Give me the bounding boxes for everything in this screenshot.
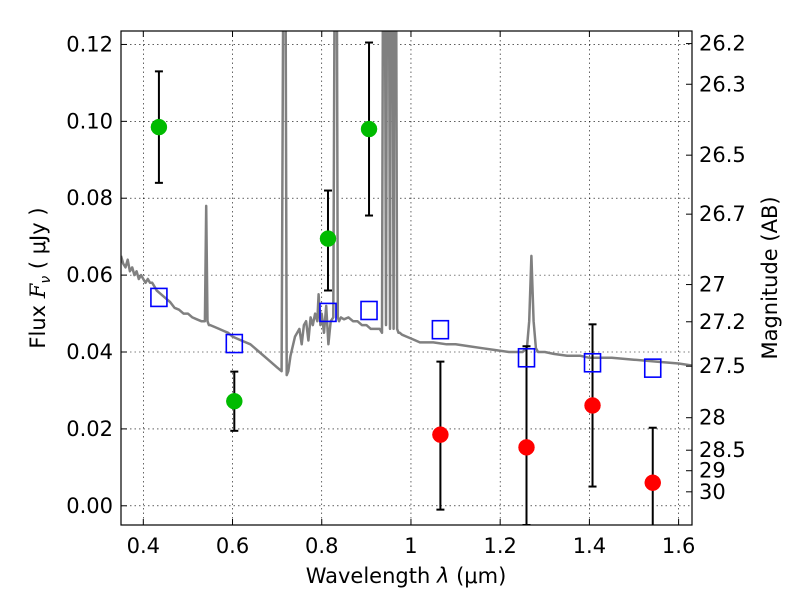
plot-area <box>121 31 692 525</box>
magnitude-tick-label: 30 <box>699 480 726 504</box>
y-tick-label: 0.08 <box>66 186 113 210</box>
magnitude-tick-label: 26.7 <box>699 202 746 226</box>
x-tick-label: 1.2 <box>483 534 516 558</box>
model-photometry-square <box>225 333 244 354</box>
y-tick-label: 0.02 <box>66 417 113 441</box>
y2-axis-title: Magnitude (AB) <box>758 196 782 359</box>
x-axis-title: Wavelength λ (μm) <box>306 564 507 588</box>
magnitude-tick-label: 26.5 <box>699 143 746 167</box>
magnitude-tick-label: 28 <box>699 406 726 430</box>
model-photometry-square <box>517 347 536 368</box>
magnitude-tick-label: 26.3 <box>699 72 746 96</box>
y-tick-label: 0.12 <box>66 32 113 56</box>
y-tick-labels: 0.00 0.02 0.04 0.06 0.08 0.10 0.12 <box>66 32 113 517</box>
magnitude-tick-label: 27 <box>699 273 726 297</box>
nir-data-point <box>584 397 601 414</box>
x-tick-label: 0.6 <box>216 534 249 558</box>
magnitude-tick-label: 26.2 <box>699 32 746 56</box>
y-tick-label: 0.10 <box>66 109 113 133</box>
nir-data-point <box>644 474 661 491</box>
model-photometry-square <box>360 300 378 321</box>
x-tick-label: 1.6 <box>662 534 695 558</box>
errorbar <box>522 345 531 525</box>
grid-lines <box>121 31 692 525</box>
nir-data-point <box>518 439 535 456</box>
marker-layer <box>150 118 662 491</box>
x-tick-label: 0.4 <box>127 534 160 558</box>
model-spectrum-line <box>121 31 692 377</box>
plot-frame <box>120 30 693 526</box>
model-photometry-square <box>583 352 602 373</box>
magnitude-tick-label: 27.5 <box>699 354 746 378</box>
x-tick-label: 0.8 <box>305 534 338 558</box>
model-photometry-square <box>643 358 662 378</box>
y-tick-label: 0.04 <box>66 340 113 364</box>
optical-data-point <box>319 230 337 247</box>
tick-marks <box>121 31 692 525</box>
optical-data-point <box>226 392 243 410</box>
plot-background <box>121 31 692 525</box>
model-spectrum-layer <box>121 31 692 377</box>
model-photometry-square <box>431 319 450 340</box>
optical-data-point <box>360 120 378 138</box>
y-axis-title: Flux Fν ( μJy ) <box>26 207 54 348</box>
magnitude-tick-label: 27.2 <box>699 310 746 334</box>
optical-data-point <box>150 118 168 136</box>
magnitude-tick-label: 29 <box>699 459 726 483</box>
y-tick-label: 0.06 <box>66 263 113 287</box>
magnitude-tick-label: 28.5 <box>699 438 746 462</box>
model-photometry-square <box>150 287 168 308</box>
y-tick-label: 0.00 <box>66 494 113 518</box>
x-tick-label: 1.4 <box>573 534 606 558</box>
model-photometry-square <box>319 302 337 323</box>
x-tick-labels: 0.4 0.6 0.8 1 1.2 1.4 1.6 <box>127 534 696 558</box>
x-tick-label: 1 <box>404 534 417 558</box>
nir-data-point <box>432 426 449 443</box>
